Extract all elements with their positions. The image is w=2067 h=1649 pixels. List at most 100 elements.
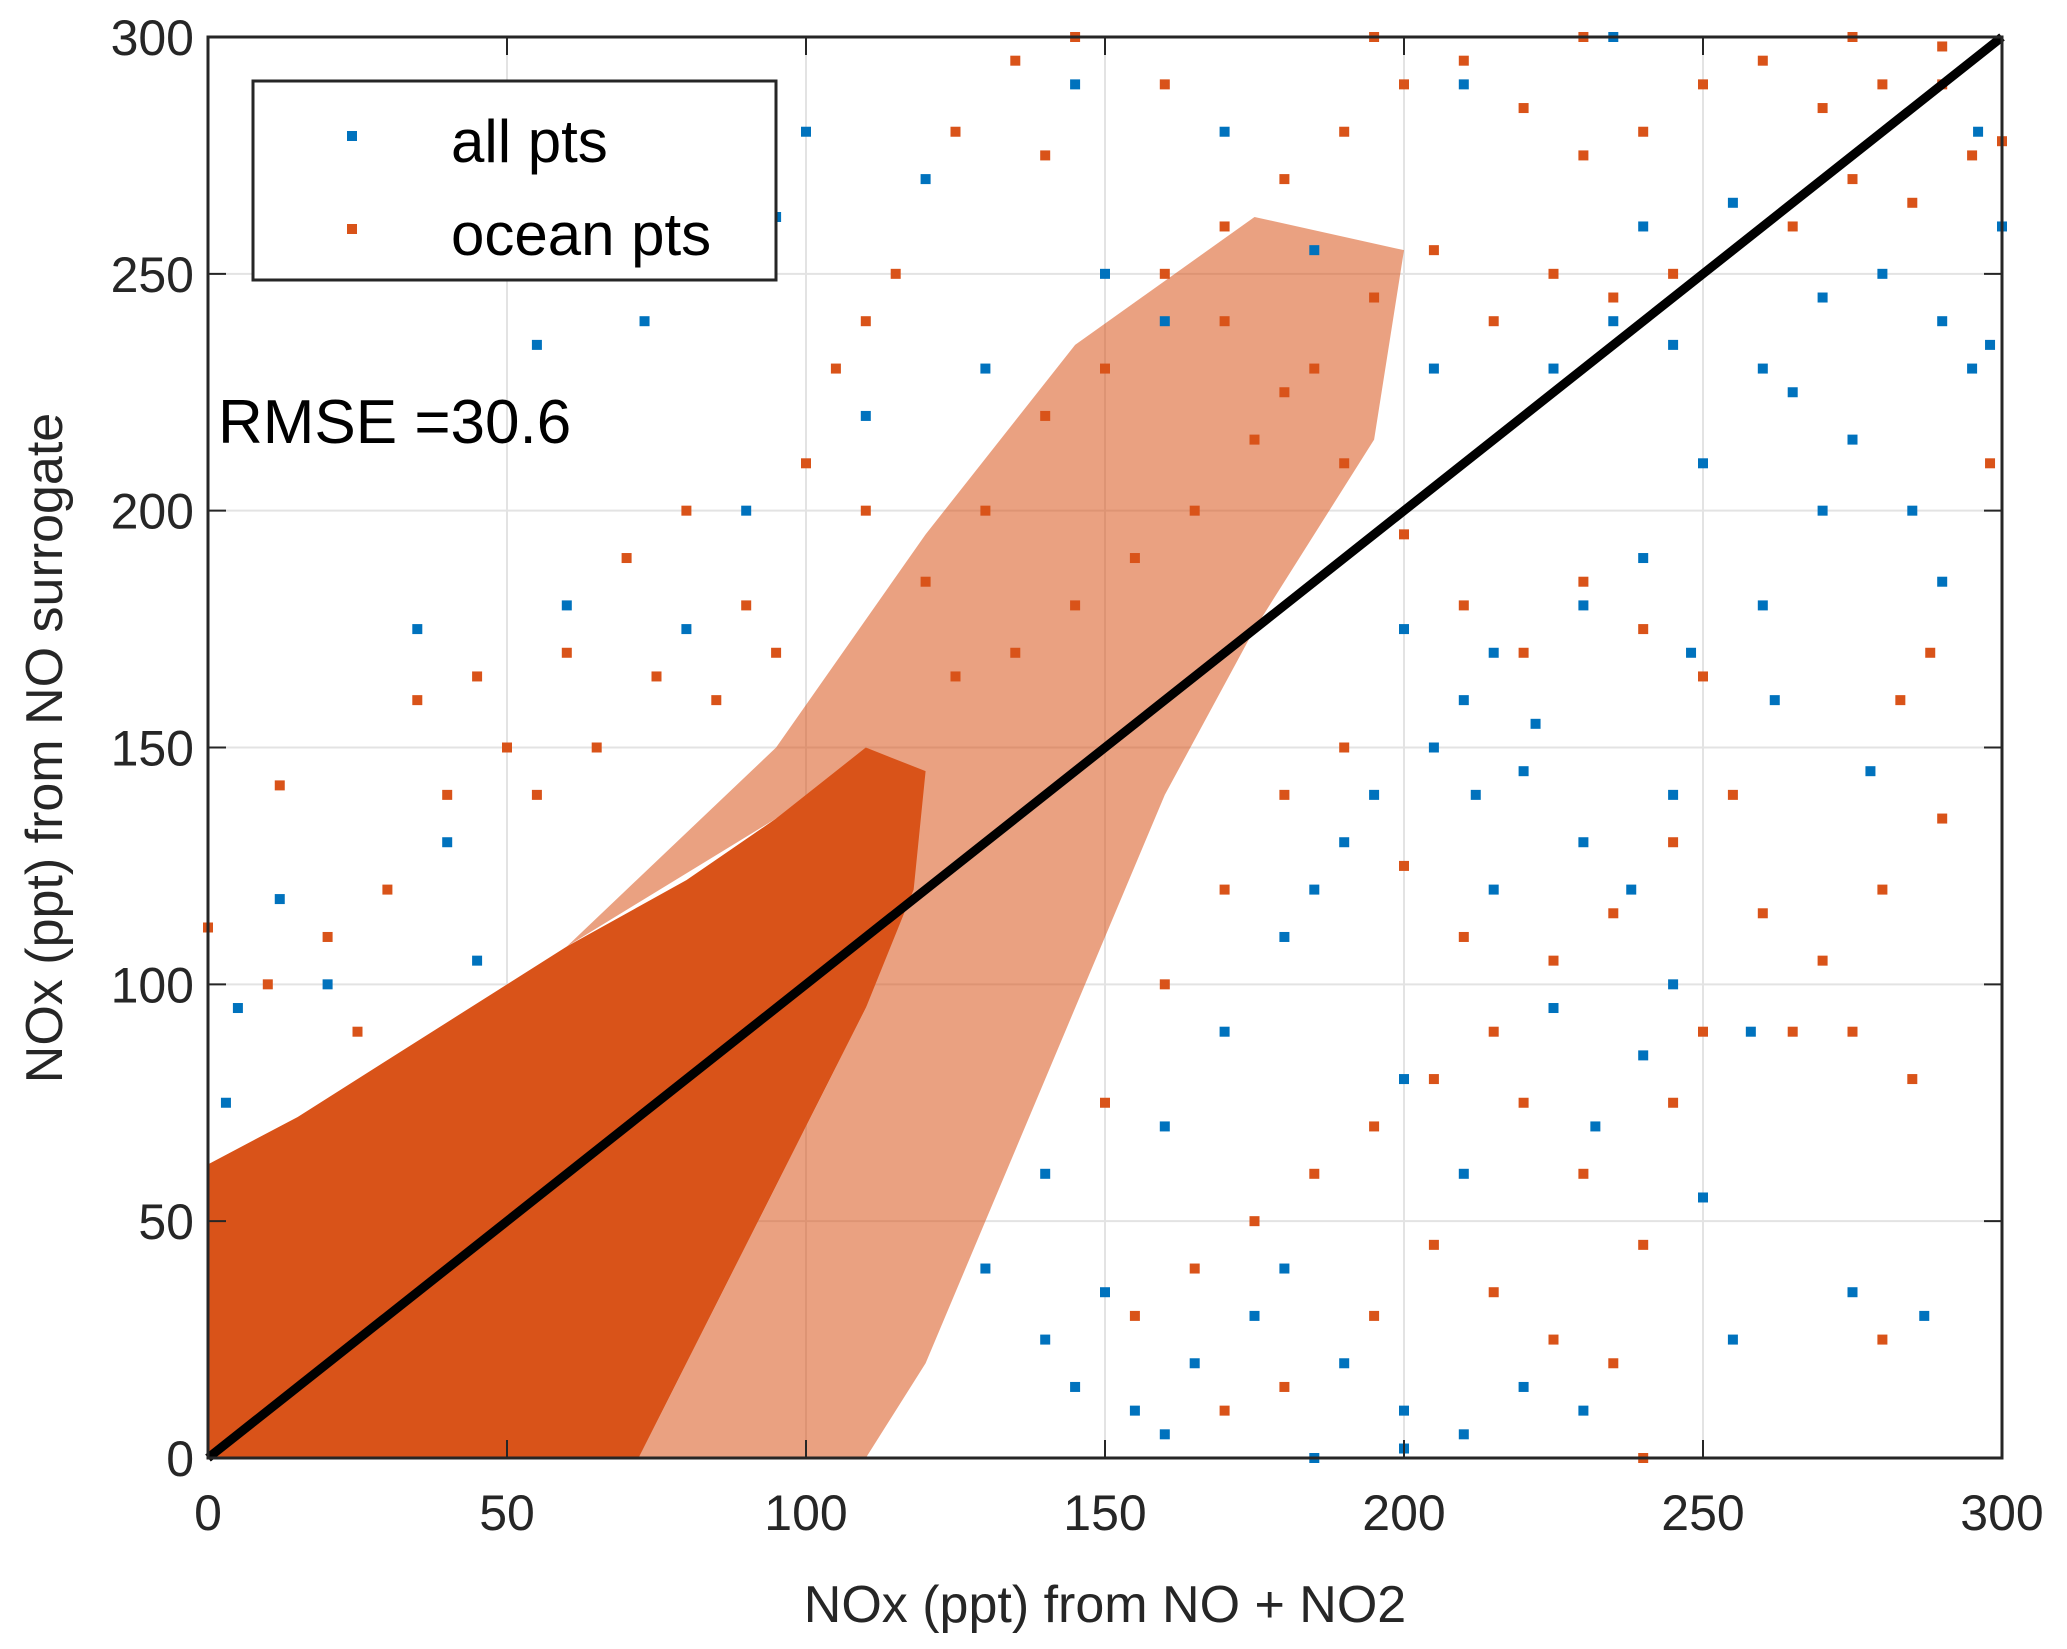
y-tick-label: 0 bbox=[166, 1431, 194, 1487]
ocean-pts-marker bbox=[1159, 979, 1170, 990]
ocean-pts-marker bbox=[1548, 1334, 1559, 1345]
all-pts-marker bbox=[1626, 884, 1637, 895]
ocean-pts-marker bbox=[1668, 1097, 1679, 1108]
ocean-pts-marker bbox=[1159, 268, 1170, 279]
ocean-pts-marker bbox=[1877, 1334, 1888, 1345]
all-pts-marker bbox=[1530, 718, 1541, 729]
all-pts-marker bbox=[1668, 789, 1679, 800]
ocean-pts-marker bbox=[621, 553, 632, 564]
ocean-pts-marker bbox=[1219, 316, 1230, 327]
ocean-pts-marker bbox=[1070, 600, 1081, 611]
x-tick-label: 100 bbox=[764, 1485, 847, 1541]
ocean-pts-marker bbox=[1518, 647, 1529, 658]
ocean-pts-marker bbox=[1787, 1026, 1798, 1037]
all-pts-marker bbox=[322, 979, 333, 990]
all-pts-marker bbox=[220, 1097, 231, 1108]
all-pts-marker bbox=[1399, 624, 1409, 635]
all-pts-marker bbox=[1458, 79, 1469, 90]
all-pts-marker bbox=[1638, 553, 1649, 564]
ocean-pts-marker bbox=[1847, 1026, 1858, 1037]
ocean-pts-marker bbox=[1937, 813, 1948, 824]
ocean-pts-marker bbox=[1040, 150, 1051, 161]
data-points bbox=[203, 32, 2007, 1463]
ocean-pts-marker bbox=[950, 671, 961, 682]
all-pts-marker bbox=[1847, 1287, 1858, 1298]
ocean-pts-marker bbox=[1428, 1074, 1439, 1085]
all-pts-marker bbox=[472, 955, 483, 966]
all-pts-marker bbox=[1369, 789, 1380, 800]
y-tick-label: 200 bbox=[111, 484, 194, 540]
ocean-pts-marker bbox=[1787, 221, 1798, 232]
ocean-pts-marker bbox=[1129, 553, 1140, 564]
all-pts-marker bbox=[1967, 363, 1978, 374]
all-pts-marker bbox=[1973, 126, 1984, 137]
x-tick-label: 250 bbox=[1661, 1485, 1744, 1541]
ocean-pts-marker bbox=[1129, 1310, 1140, 1321]
y-axis-label: NOx (ppt) from NO surrogate bbox=[16, 413, 74, 1083]
ocean-pts-marker bbox=[1817, 103, 1828, 114]
ocean-pts-marker bbox=[1458, 600, 1469, 611]
ocean-pts-marker bbox=[1985, 458, 1996, 469]
ocean-pts-marker bbox=[1309, 363, 1320, 374]
all-pts-marker bbox=[1865, 766, 1876, 777]
y-tick-label: 300 bbox=[111, 10, 194, 66]
all-pts-marker bbox=[1907, 505, 1918, 516]
legend: all pts ocean pts bbox=[251, 79, 778, 282]
ocean-pts-marker bbox=[741, 600, 752, 611]
ocean-pts-marker bbox=[1578, 150, 1589, 161]
all-pts-marker bbox=[980, 1263, 991, 1274]
ocean-pts-marker bbox=[1847, 174, 1858, 185]
all-pts-marker bbox=[442, 837, 453, 848]
all-pts-marker bbox=[1937, 576, 1948, 587]
ocean-pts-marker bbox=[502, 742, 512, 753]
ocean-pts-marker bbox=[1100, 1097, 1110, 1108]
tick-labels: 0 50 100 150 200 250 300 0 50 100 150 200 250 300 bbox=[111, 10, 2044, 1541]
all-pts-marker bbox=[1458, 695, 1469, 706]
ocean-pts-marker bbox=[1339, 126, 1350, 137]
ocean-pts-marker bbox=[322, 931, 333, 942]
legend-label-ocean-pts: ocean pts bbox=[451, 201, 711, 268]
all-pts-marker bbox=[1727, 1334, 1738, 1345]
ocean-pts-marker bbox=[1100, 363, 1110, 374]
ocean-pts-marker bbox=[1608, 292, 1619, 303]
all-pts-marker bbox=[1698, 1192, 1708, 1203]
ocean-pts-marker bbox=[1010, 55, 1021, 66]
ocean-pts-marker bbox=[1279, 789, 1290, 800]
ocean-pts-marker bbox=[711, 695, 722, 706]
all-pts-marker bbox=[639, 316, 650, 327]
all-pts-marker bbox=[1040, 1334, 1051, 1345]
ocean-pts-marker bbox=[352, 1026, 363, 1037]
ocean-pts-marker bbox=[1877, 884, 1888, 895]
ocean-pts-marker bbox=[1727, 789, 1738, 800]
ocean-pts-marker bbox=[1698, 671, 1708, 682]
ocean-pts-marker bbox=[681, 505, 692, 516]
ocean-pts-marker bbox=[1548, 268, 1559, 279]
legend-label-all-pts: all pts bbox=[451, 108, 608, 175]
ocean-pts-marker bbox=[1698, 1026, 1708, 1037]
y-tick-label: 50 bbox=[138, 1194, 194, 1250]
all-pts-marker bbox=[1548, 363, 1559, 374]
ocean-pts-marker bbox=[274, 780, 285, 791]
all-pts-marker bbox=[1458, 1168, 1469, 1179]
one-to-one-line bbox=[205, 33, 2005, 1462]
all-pts-marker bbox=[1518, 1381, 1529, 1392]
all-pts-marker bbox=[741, 505, 752, 516]
y-tick-label: 150 bbox=[111, 721, 194, 777]
all-pts-marker bbox=[1686, 647, 1697, 658]
ocean-pts-marker bbox=[1638, 126, 1649, 137]
ocean-pts-marker bbox=[1895, 695, 1906, 706]
ocean-pts-marker bbox=[1668, 837, 1679, 848]
all-pts-marker bbox=[1578, 600, 1589, 611]
ocean-pts-marker bbox=[1698, 79, 1708, 90]
ocean-pts-marker bbox=[1339, 742, 1350, 753]
ocean-pts-marker bbox=[1548, 955, 1559, 966]
all-pts-marker bbox=[1847, 434, 1858, 445]
legend-marker-all-pts bbox=[347, 131, 357, 141]
all-pts-marker bbox=[1757, 600, 1768, 611]
all-pts-marker bbox=[1638, 221, 1649, 232]
all-pts-marker bbox=[1070, 79, 1081, 90]
all-pts-marker bbox=[531, 339, 542, 350]
all-pts-marker bbox=[681, 624, 692, 635]
ocean-pts-marker bbox=[1638, 624, 1649, 635]
ocean-pts-marker bbox=[1817, 955, 1828, 966]
